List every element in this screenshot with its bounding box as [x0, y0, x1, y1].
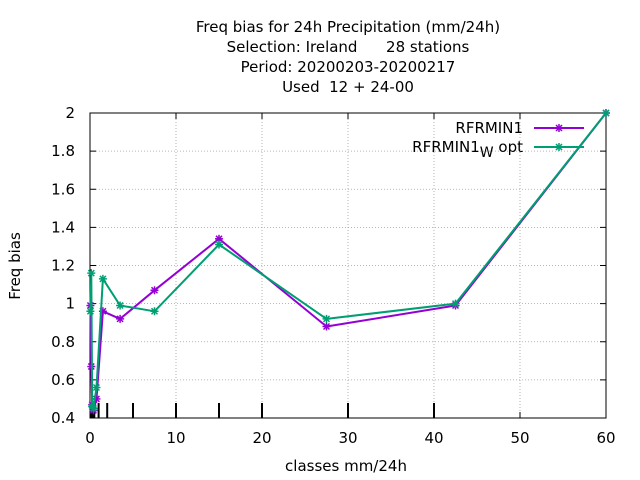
series-2-point — [150, 307, 159, 316]
x-tick-label: 20 — [252, 429, 271, 447]
series-2-point — [116, 301, 125, 310]
series-2-point — [92, 383, 101, 392]
series-2-point — [602, 109, 610, 117]
y-tick-label: 1 — [65, 295, 75, 313]
x-tick-label: 60 — [596, 429, 615, 447]
x-tick-labels: 0 10 20 30 40 50 60 — [85, 429, 615, 447]
y-tick-label: 0.4 — [51, 409, 75, 427]
plot-border — [89, 112, 607, 419]
series-2-point — [87, 269, 96, 278]
series-2-point — [215, 240, 223, 249]
y-tick-label: 0.6 — [51, 371, 75, 389]
series-1-point — [322, 322, 331, 331]
y-tick-label: 1.8 — [51, 142, 75, 160]
legend: RFRMIN1 RFRMIN1W opt — [412, 119, 584, 161]
legend-entry-rfrmin1: RFRMIN1 — [455, 119, 584, 137]
x-axis-label: classes mm/24h — [285, 457, 407, 475]
series-group — [86, 109, 610, 415]
series-2-line — [89, 112, 607, 410]
series-2-point — [451, 299, 460, 308]
series-2-point — [89, 404, 98, 413]
y-tick-label: 0.8 — [51, 333, 75, 351]
series-2 — [86, 109, 610, 413]
y-tick-label: 1.6 — [51, 180, 75, 198]
y-tick-label: 2 — [65, 104, 75, 122]
series-2-point — [86, 307, 95, 316]
title-line-1: Freq bias for 24h Precipitation (mm/24h) — [196, 18, 500, 36]
chart-title: Freq bias for 24h Precipitation (mm/24h)… — [196, 18, 500, 96]
x-tick-label: 40 — [424, 429, 443, 447]
series-2-point — [98, 274, 107, 283]
legend-label-rfrmin1: RFRMIN1 — [455, 119, 523, 137]
y-tick-label: 1.2 — [51, 257, 75, 275]
y-tick-labels: 0.4 0.6 0.8 1 1.2 1.4 1.6 1.8 2 — [51, 104, 75, 427]
series-2-point — [322, 314, 331, 323]
grid-lines — [90, 113, 606, 418]
title-line-2: Selection: Ireland 28 stations — [227, 38, 470, 56]
x-tick-label: 50 — [510, 429, 529, 447]
title-line-3: Period: 20200203-20200217 — [241, 58, 456, 76]
x-tick-label: 30 — [338, 429, 357, 447]
legend-label-rfrmin1-w-opt: RFRMIN1W opt — [412, 138, 523, 161]
x-tick-label: 10 — [166, 429, 185, 447]
x-tick-label: 0 — [85, 429, 95, 447]
legend-marker-rfrmin1-w-opt — [555, 143, 563, 151]
series-1-point — [150, 286, 159, 295]
y-tick-label: 1.4 — [51, 218, 75, 236]
series-1-point — [116, 314, 125, 323]
y-axis-label: Freq bias — [6, 232, 24, 300]
title-line-4: Used 12 + 24-00 — [282, 78, 414, 96]
legend-marker-rfrmin1 — [555, 124, 563, 132]
legend-entry-rfrmin1-w-opt: RFRMIN1W opt — [412, 138, 584, 161]
